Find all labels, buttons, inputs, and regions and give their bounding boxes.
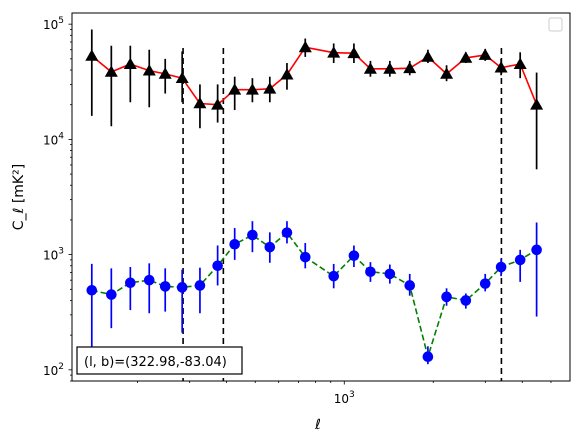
vertical-lines: [182, 48, 503, 381]
data-point-circle: [299, 251, 311, 263]
y-tick-label: 104: [43, 131, 64, 147]
data-point-circle: [159, 281, 171, 292]
legend-box: [548, 17, 563, 32]
data-point-triangle: [363, 62, 377, 74]
y-axis-label: C_ℓ [mK²]: [11, 164, 27, 230]
x-axis-label: ℓ: [314, 417, 321, 433]
data-point-triangle: [175, 71, 189, 83]
series-layer: [85, 29, 544, 370]
data-point-triangle: [513, 57, 527, 69]
data-point-circle: [514, 254, 526, 266]
data-point-triangle: [263, 82, 277, 94]
axis-ticks: 102 103 104 105 103: [43, 16, 552, 406]
data-point-triangle: [104, 65, 118, 77]
data-point-circle: [404, 280, 416, 291]
data-point-triangle: [298, 40, 312, 53]
data-point-circle: [495, 261, 507, 273]
data-point-triangle: [193, 97, 207, 109]
data-point-circle: [106, 289, 117, 300]
data-point-triangle: [403, 61, 417, 74]
data-point-triangle: [228, 83, 242, 95]
data-point-circle: [479, 278, 491, 289]
data-point-circle: [86, 285, 98, 296]
data-point-triangle: [327, 46, 341, 58]
annotation-text: (l, b)=(322.98,-83.04): [84, 355, 227, 370]
data-point-circle: [384, 268, 396, 280]
data-point-triangle: [158, 67, 172, 79]
data-point-triangle: [459, 51, 473, 63]
data-point-triangle: [280, 68, 294, 80]
data-point-triangle: [123, 57, 137, 69]
data-point-triangle: [494, 61, 508, 73]
data-point-triangle: [85, 49, 99, 61]
series-1: [85, 29, 544, 170]
y-tick-label: 103: [43, 247, 64, 263]
y-tick-label: 105: [43, 16, 64, 32]
data-point-circle: [125, 277, 136, 289]
data-point-circle: [460, 295, 472, 306]
data-point-triangle: [383, 62, 397, 74]
plot-area: [72, 13, 570, 381]
data-point-circle: [531, 244, 542, 256]
data-point-triangle: [421, 50, 435, 62]
plot-frame: [71, 12, 571, 382]
data-point-triangle: [142, 64, 156, 76]
data-point-triangle: [440, 67, 454, 79]
data-point-circle: [229, 238, 240, 250]
data-point-circle: [365, 266, 376, 278]
data-point-triangle: [347, 46, 361, 59]
x-tick-label: 103: [334, 390, 355, 406]
data-point-circle: [348, 250, 360, 261]
data-point-circle: [328, 270, 340, 282]
data-point-circle: [194, 280, 206, 291]
data-point-circle: [264, 241, 276, 253]
data-point-triangle: [245, 83, 259, 95]
data-point-circle: [176, 282, 188, 293]
y-tick-label: 102: [43, 362, 64, 378]
data-point-circle: [281, 227, 293, 238]
data-point-triangle: [530, 98, 544, 110]
data-point-triangle: [211, 98, 225, 110]
data-point-circle: [441, 291, 452, 303]
data-point-circle: [422, 351, 434, 363]
annotation-box: (l, b)=(322.98,-83.04): [76, 346, 243, 375]
data-point-circle: [247, 229, 258, 241]
series-2: [86, 221, 542, 370]
data-point-circle: [212, 260, 223, 272]
data-point-triangle: [478, 48, 492, 60]
data-point-circle: [143, 274, 155, 286]
